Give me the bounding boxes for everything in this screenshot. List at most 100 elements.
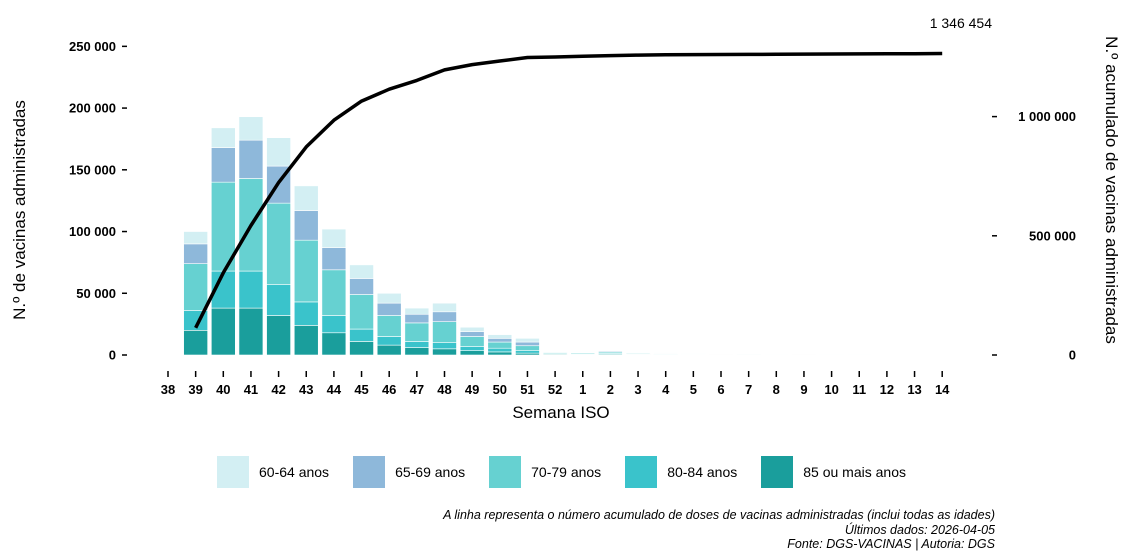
bar-segment: [349, 294, 374, 330]
x-tick-label: 45: [354, 382, 368, 397]
bar-segment: [376, 292, 402, 304]
bar-segment: [349, 341, 374, 356]
legend-swatch-80-84: [625, 456, 658, 488]
bar-segment: [459, 331, 485, 337]
bar-segment: [211, 147, 236, 183]
x-tick-label: 40: [216, 382, 230, 397]
bar-segment: [266, 202, 291, 285]
bar-segment: [376, 344, 402, 356]
bar-segment: [432, 311, 457, 322]
y-left-tick-label: 250 000: [69, 39, 116, 54]
legend-label-65-69: 65-69 anos: [395, 464, 466, 480]
legend-swatch-70-79: [489, 456, 522, 488]
x-tick-label: 7: [745, 382, 752, 397]
legend-swatch-65-69: [353, 456, 386, 488]
bar-segment: [293, 239, 319, 303]
x-tick-label: 50: [493, 382, 507, 397]
stacked-bars: [183, 116, 955, 356]
legend-swatch-85-plus: [761, 456, 794, 488]
y-left-tick-label: 150 000: [69, 162, 116, 177]
x-tick-label: 11: [852, 382, 866, 397]
x-tick-label: 43: [299, 382, 313, 397]
chart-notes: A linha representa o número acumulado de…: [443, 508, 995, 552]
x-tick-label: 6: [717, 382, 724, 397]
bar-segment: [487, 334, 513, 339]
bar-segment: [432, 342, 457, 350]
bar-segment: [487, 338, 513, 343]
bar-segment: [183, 330, 208, 356]
bar-segment: [487, 341, 513, 349]
x-tick-label: 46: [382, 382, 396, 397]
bar-segment: [349, 264, 374, 279]
legend-swatch-60-64: [217, 456, 249, 488]
bar-segment: [376, 315, 402, 337]
bar-segment: [376, 336, 402, 346]
x-axis-title: Semana ISO: [512, 403, 609, 422]
bar-segment: [183, 263, 208, 311]
x-tick-label: 38: [161, 382, 175, 397]
bar-segment: [238, 270, 264, 309]
x-tick-label: 9: [800, 382, 807, 397]
legend-item-60-64: 60-64 anos: [217, 456, 341, 488]
bar-segment: [238, 307, 264, 356]
note-source: Fonte: DGS-VACINAS | Autoria: DGS: [787, 537, 995, 551]
x-tick-label: 10: [824, 382, 838, 397]
bar-segment: [293, 210, 319, 241]
legend-item-80-84: 80-84 anos: [625, 456, 749, 488]
cumulative-line: [194, 51, 943, 329]
x-tick-label: 1: [579, 382, 586, 397]
x-tick-label: 42: [271, 382, 285, 397]
x-tick-label: 12: [880, 382, 894, 397]
bar-segment: [266, 315, 291, 356]
y-axis-title-left: N.º de vacinas administradas: [10, 100, 29, 320]
legend-item-70-79: 70-79 anos: [489, 456, 613, 488]
y-right-tick-label: 500 000: [1029, 228, 1076, 243]
bar-segment: [432, 302, 457, 313]
y-left-tick-label: 50 000: [76, 286, 116, 301]
bar-segment: [459, 346, 485, 351]
bar-segment: [432, 348, 457, 356]
x-tick-label: 41: [244, 382, 258, 397]
bar-segment: [515, 345, 540, 351]
bar-segment: [293, 301, 319, 326]
y-axis-right: 0 500 000 1 000 000: [992, 109, 1076, 363]
x-tick-label: 13: [907, 382, 921, 397]
bar-segment: [432, 321, 457, 343]
bar-segment: [293, 325, 319, 356]
y-right-tick-label: 1 000 000: [1018, 109, 1076, 124]
bar-segment: [321, 228, 347, 248]
y-axis-left: 0 50 000 100 000 150 000 200 000 250 000: [69, 39, 127, 363]
y-right-tick-label: 0: [1069, 348, 1076, 363]
legend-label-70-79: 70-79 anos: [531, 464, 602, 480]
x-tick-label: 44: [327, 382, 342, 397]
bar-segment: [321, 332, 347, 356]
x-tick-label: 49: [465, 382, 479, 397]
bar-segment: [321, 247, 347, 271]
bar-segment: [404, 313, 430, 324]
bar-segment: [266, 284, 291, 316]
x-tick-label: 8: [773, 382, 780, 397]
x-tick-label: 48: [437, 382, 451, 397]
bar-segment: [404, 341, 430, 348]
x-tick-label: 39: [188, 382, 202, 397]
x-axis: 38 39 40 41 42 43 44 45 46 47 48 49 50 51 52 1 2 3 4 5 6 7 8 9 1…: [161, 371, 950, 397]
y-left-tick-label: 0: [109, 348, 116, 363]
y-left-tick-label: 100 000: [69, 224, 116, 239]
bar-segment: [459, 350, 485, 356]
x-tick-label: 14: [935, 382, 950, 397]
bar-segment: [293, 185, 319, 211]
bar-segment: [349, 278, 374, 295]
bar-segment: [404, 347, 430, 356]
bar-segment: [459, 336, 485, 347]
legend-label-85-plus: 85 ou mais anos: [803, 464, 906, 480]
bar-segment: [459, 326, 485, 332]
bar-segment: [487, 347, 513, 353]
legend-item-65-69: 65-69 anos: [353, 456, 477, 488]
cumulative-end-label: 1 346 454: [930, 15, 992, 31]
bar-segment: [183, 243, 208, 264]
bar-segment: [515, 338, 540, 343]
x-tick-label: 51: [520, 382, 534, 397]
legend-item-85-plus: 85 ou mais anos: [761, 456, 918, 488]
bar-segment: [321, 269, 347, 316]
